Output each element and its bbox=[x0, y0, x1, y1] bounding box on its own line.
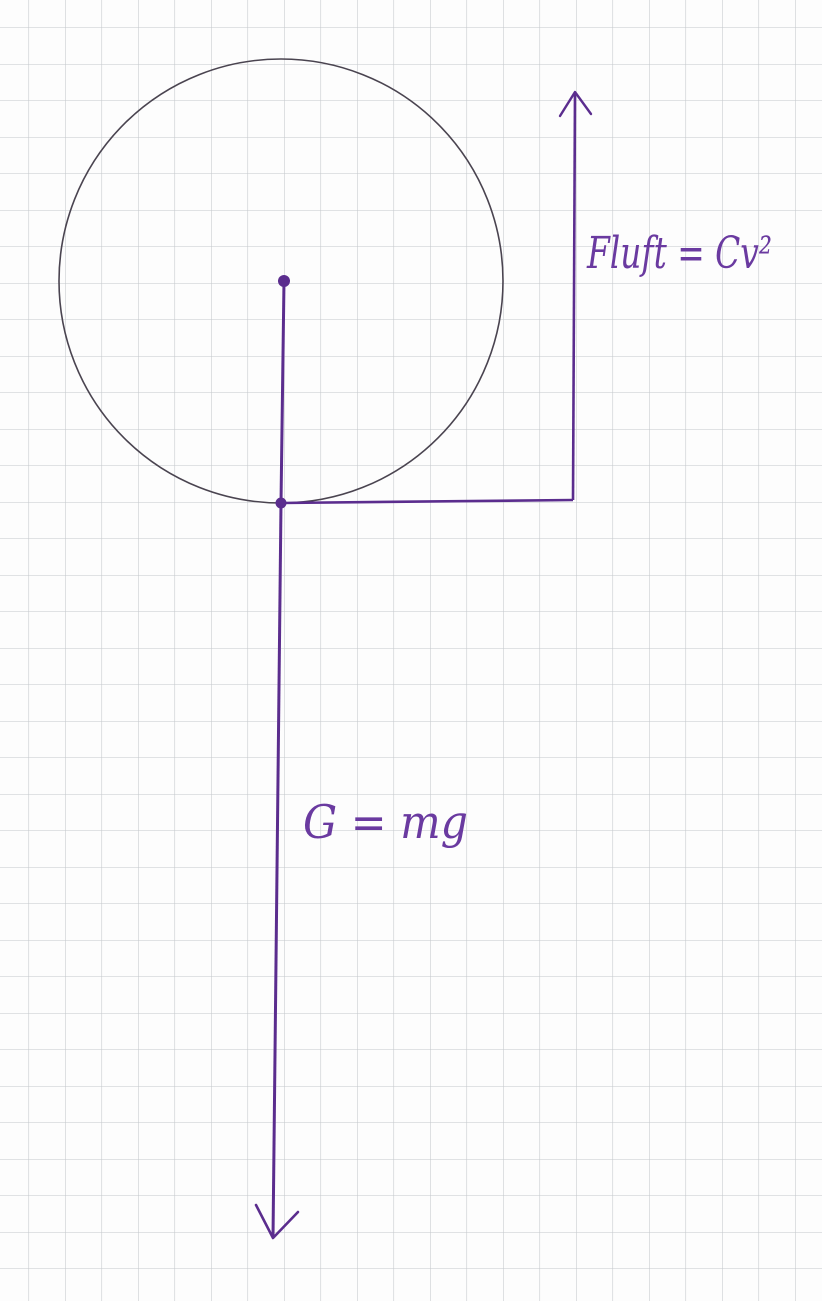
connector-line bbox=[280, 498, 574, 505]
gravity-force-vector bbox=[271, 502, 283, 1239]
ball-radius-line bbox=[279, 280, 286, 504]
ball-contact-point bbox=[275, 497, 287, 509]
drag-force-label: Fluft = Cv² bbox=[586, 228, 772, 279]
gravity-force-label: G = mg bbox=[303, 795, 468, 849]
gravity-arrowhead bbox=[254, 1203, 300, 1240]
drag-arrowhead bbox=[558, 90, 593, 118]
ball-center-point bbox=[278, 275, 290, 287]
drag-force-vector bbox=[571, 91, 577, 501]
